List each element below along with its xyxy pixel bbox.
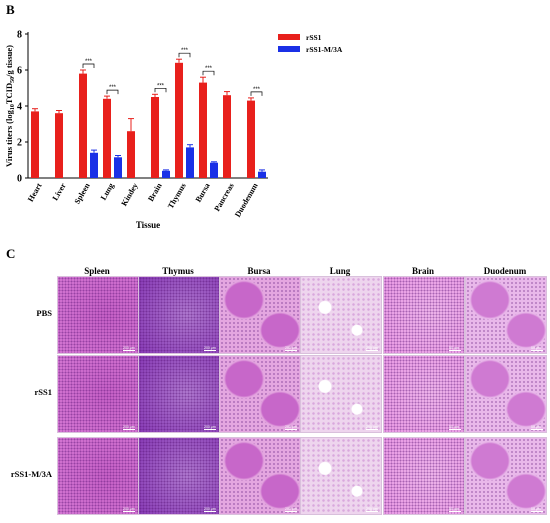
significance-label: *** [181,48,189,54]
y-tick-label: 0 [17,174,22,185]
x-tick-label: Heart [26,181,44,203]
bar-rSS1-M3A [186,147,194,178]
bar-rSS1-M3A [162,170,170,178]
y-tick-label: 6 [17,66,22,77]
y-axis-label: Virus titers (log10TCID50/g tissue) [4,45,16,167]
bar-rSS1 [199,82,207,178]
column-header: Bursa [247,266,271,276]
bar-rSS1-M3A [210,162,218,178]
scale-bar-label: 50 μm [449,507,461,512]
column-header: Brain [411,266,434,276]
histology-image: 200 μm [57,437,139,515]
scale-bar-label: 200 μm [366,507,378,511]
legend-label: rSS1-M/3A [306,45,343,54]
x-tick-label: Bursa [194,182,212,204]
x-tick-label: Liver [51,181,68,202]
x-tick-label: Brain [146,181,164,203]
scale-bar-label: 200 μm [366,346,378,350]
x-axis-label: Tissue [136,220,160,230]
significance-bracket [154,87,167,93]
scale-bar-label: 200 μm [123,346,135,350]
legend-swatch [278,46,300,52]
scale-bar-label: 200 μm [285,507,297,511]
scale-bar-label: 200 μm [285,425,297,429]
significance-bracket [202,70,215,76]
scale-bar-label: 200 μm [123,425,135,429]
bar-rSS1 [31,111,39,178]
scale-bar-label: 50 μm [531,346,543,351]
x-tick-label: Duodenum [233,181,260,219]
panel-b-letter: B [6,2,15,17]
significance-bracket [250,91,263,96]
x-tick-label: Lung [99,182,116,202]
significance-label: *** [109,85,117,91]
x-tick-label: Spleen [73,181,92,206]
histology-image: 200 μm [300,276,382,354]
x-tick-label: Pancreas [212,182,235,213]
scale-bar-label: 200 μm [123,507,135,511]
significance-bracket [106,89,119,95]
bar-rSS1 [55,113,63,178]
scale-bar-label: 200 μm [204,425,216,429]
significance-label: *** [157,83,165,89]
scale-bar-label: 50 μm [449,425,461,430]
column-header: Spleen [84,266,110,276]
column-header: Thymus [162,266,194,276]
histology-image: 200 μm [219,276,301,354]
scale-bar-label: 50 μm [531,507,543,512]
y-tick-label: 2 [17,138,22,149]
scale-bar-label: 200 μm [285,346,297,350]
bar-rSS1-M3A [114,157,122,178]
x-tick-label: Thymus [166,182,188,211]
histology-image: 50 μm [465,355,547,433]
y-tick-label: 4 [17,102,22,113]
scale-bar-label: 200 μm [204,346,216,350]
scale-bar-label: 50 μm [449,346,461,351]
column-header: Lung [329,266,351,276]
histology-image: 50 μm [383,437,465,515]
histology-image: 200 μm [300,437,382,515]
panel-c-letter: C [6,246,16,261]
row-header: rSS1-M/3A [10,469,52,479]
significance-label: *** [205,66,213,72]
histology-image: 200 μm [300,355,382,433]
histology-image: 200 μm [219,355,301,433]
bar-rSS1 [151,97,159,178]
bar-rSS1 [175,62,183,178]
bar-rSS1-M3A [90,152,98,178]
histology-image: 200 μm [219,437,301,515]
histology-image: 50 μm [465,276,547,354]
histology-image: 200 μm [138,276,220,354]
scale-bar-label: 200 μm [204,507,216,511]
legend-swatch [278,34,300,40]
significance-bracket [82,63,95,68]
bar-rSS1-M3A [258,171,266,178]
significance-bracket [178,52,191,58]
legend-label: rSS1 [306,33,322,42]
scale-bar-label: 200 μm [366,425,378,429]
bar-rSS1 [127,131,135,178]
bar-rSS1 [103,98,111,178]
histology-image: 50 μm [465,437,547,515]
histology-image: 200 μm [138,355,220,433]
bar-rSS1 [79,73,87,178]
histology-image: 50 μm [383,276,465,354]
column-header: Duodenum [483,266,527,276]
x-tick-label: Kindey [119,182,139,208]
row-header: PBS [36,308,52,318]
significance-label: *** [85,59,93,65]
bar-rSS1 [223,95,231,178]
row-header: rSS1 [34,387,52,397]
bar-rSS1 [247,100,255,178]
scale-bar-label: 50 μm [531,425,543,430]
histology-image: 200 μm [57,276,139,354]
y-tick-label: 8 [17,30,22,41]
significance-label: *** [253,87,261,93]
histology-image: 200 μm [57,355,139,433]
histology-image: 50 μm [383,355,465,433]
histology-image: 200 μm [138,437,220,515]
